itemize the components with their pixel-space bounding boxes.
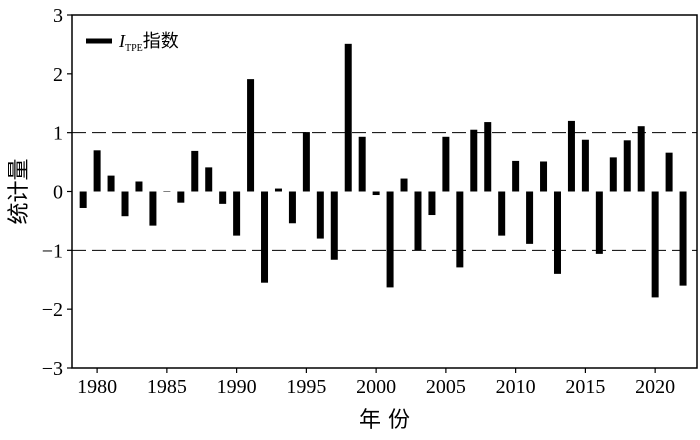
legend-label: ITPE指数 — [118, 31, 179, 54]
bar — [540, 161, 548, 192]
bar — [595, 191, 603, 254]
bar — [679, 191, 687, 286]
x-tick-label: 2015 — [565, 376, 605, 398]
bar — [414, 191, 422, 251]
bar — [135, 181, 143, 192]
bar — [456, 191, 464, 268]
x-tick-label: 2020 — [635, 376, 675, 398]
x-tick-label: 2005 — [426, 376, 466, 398]
bar — [233, 191, 241, 236]
bar — [316, 191, 324, 239]
x-tick-label: 1995 — [286, 376, 326, 398]
x-axis-ticks: 1980 1985 1990 1995 2000 2005 2010 2015 2020 — [77, 368, 675, 398]
bar — [512, 160, 520, 192]
bar — [372, 191, 380, 196]
reference-lines — [72, 132, 697, 251]
bar — [581, 139, 589, 192]
y-axis-label: 统计量 — [7, 158, 32, 224]
y-tick-label: 1 — [53, 123, 63, 145]
bar — [428, 191, 436, 216]
x-tick-label: 1990 — [217, 376, 257, 398]
bar — [609, 157, 617, 192]
bar — [344, 43, 352, 192]
x-tick-label: 2010 — [496, 376, 536, 398]
bar — [567, 120, 575, 192]
legend-label-suffix: 指数 — [143, 31, 179, 52]
y-axis-ticks: 3 2 1 0 −1 −2 −3 — [42, 5, 72, 380]
x-tick-label: 1980 — [77, 376, 117, 398]
bar — [205, 167, 213, 192]
y-tick-label: 2 — [53, 64, 63, 86]
bar — [288, 191, 296, 224]
bar — [470, 129, 478, 192]
legend: ITPE指数 — [86, 31, 179, 54]
bar — [121, 191, 129, 217]
x-tick-label: 2000 — [356, 376, 396, 398]
bar — [79, 191, 87, 208]
y-tick-label: 3 — [53, 5, 63, 27]
bar — [330, 191, 338, 260]
y-tick-label: −1 — [42, 240, 63, 262]
bar — [637, 126, 645, 192]
bar — [302, 132, 310, 192]
bar — [665, 152, 673, 192]
bar — [219, 191, 227, 204]
bar — [261, 191, 269, 283]
y-tick-label: −3 — [42, 358, 63, 380]
bars-group — [79, 43, 687, 298]
x-axis-label: 年 份 — [359, 408, 410, 433]
bar — [274, 188, 282, 192]
bar — [526, 191, 534, 244]
bar — [400, 178, 408, 192]
bar — [93, 150, 101, 192]
bar — [358, 136, 366, 192]
bar — [149, 191, 157, 226]
bar — [498, 191, 506, 236]
bar — [442, 136, 450, 192]
bar — [191, 150, 199, 192]
bar — [484, 122, 492, 192]
bar — [386, 191, 394, 288]
y-tick-label: 0 — [53, 182, 63, 204]
bar — [651, 191, 659, 298]
y-tick-label: −2 — [42, 299, 63, 321]
legend-label-sub: TPE — [125, 43, 143, 54]
bar — [247, 79, 255, 192]
bar — [177, 191, 185, 203]
bar — [553, 191, 561, 274]
bar — [623, 140, 631, 192]
x-tick-label: 1985 — [147, 376, 187, 398]
bar — [107, 175, 115, 192]
legend-label-main: I — [118, 31, 126, 51]
bar — [163, 191, 171, 192]
